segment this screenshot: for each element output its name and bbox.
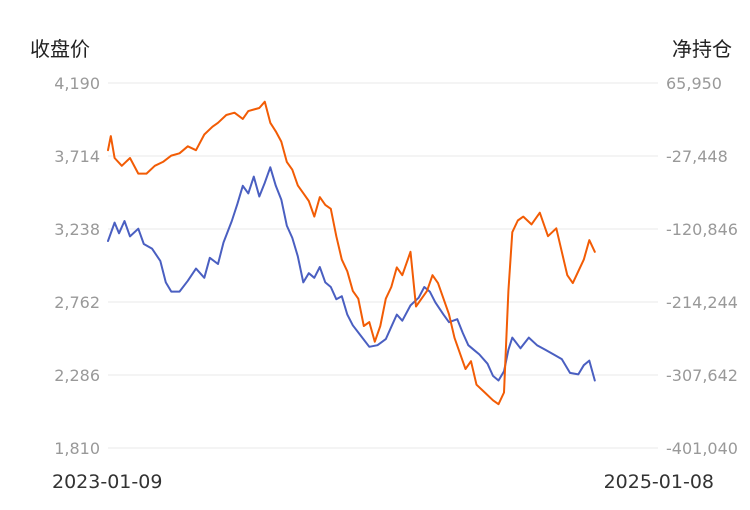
grid-lines [108, 82, 658, 449]
right-axis-ticks: 65,950 -27,448 -120,846 -214,244 -307,642 -40… [666, 74, 738, 458]
right-axis-title: 净持仓 [672, 37, 732, 61]
left-tick-label: 2,762 [54, 293, 100, 312]
net_position-line [107, 100, 596, 406]
left-tick-label: 1,810 [54, 439, 100, 458]
close-line [107, 166, 596, 382]
series-lines [107, 100, 596, 406]
left-tick-label: 2,286 [54, 366, 100, 385]
left-tick-label: 4,190 [54, 74, 100, 93]
left-tick-label: 3,714 [54, 147, 100, 166]
left-axis-title: 收盘价 [30, 37, 90, 61]
right-tick-label: -120,846 [666, 220, 738, 239]
right-tick-label: -401,040 [666, 439, 738, 458]
right-tick-label: 65,950 [666, 74, 722, 93]
left-tick-label: 3,238 [54, 220, 100, 239]
right-tick-label: -27,448 [666, 147, 728, 166]
right-tick-label: -214,244 [666, 293, 738, 312]
x-start-label: 2023-01-09 [52, 471, 162, 493]
x-end-label: 2025-01-08 [604, 471, 714, 493]
left-axis-ticks: 4,190 3,714 3,238 2,762 2,286 1,810 [54, 74, 100, 458]
right-tick-label: -307,642 [666, 366, 738, 385]
